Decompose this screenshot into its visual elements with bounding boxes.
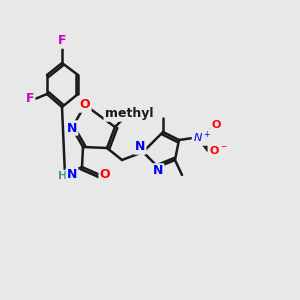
Text: methyl: methyl [105, 107, 153, 121]
Text: H: H [58, 171, 68, 181]
Text: F: F [26, 92, 34, 106]
Text: O: O [100, 169, 110, 182]
Text: N: N [135, 140, 145, 154]
Text: O: O [80, 98, 90, 112]
Text: $N^+$: $N^+$ [193, 129, 211, 145]
Text: N: N [67, 122, 77, 134]
Text: N: N [67, 169, 77, 182]
Text: O$^-$: O$^-$ [208, 144, 227, 156]
Text: O: O [211, 120, 221, 130]
Text: N: N [153, 164, 163, 178]
Text: F: F [58, 34, 66, 47]
